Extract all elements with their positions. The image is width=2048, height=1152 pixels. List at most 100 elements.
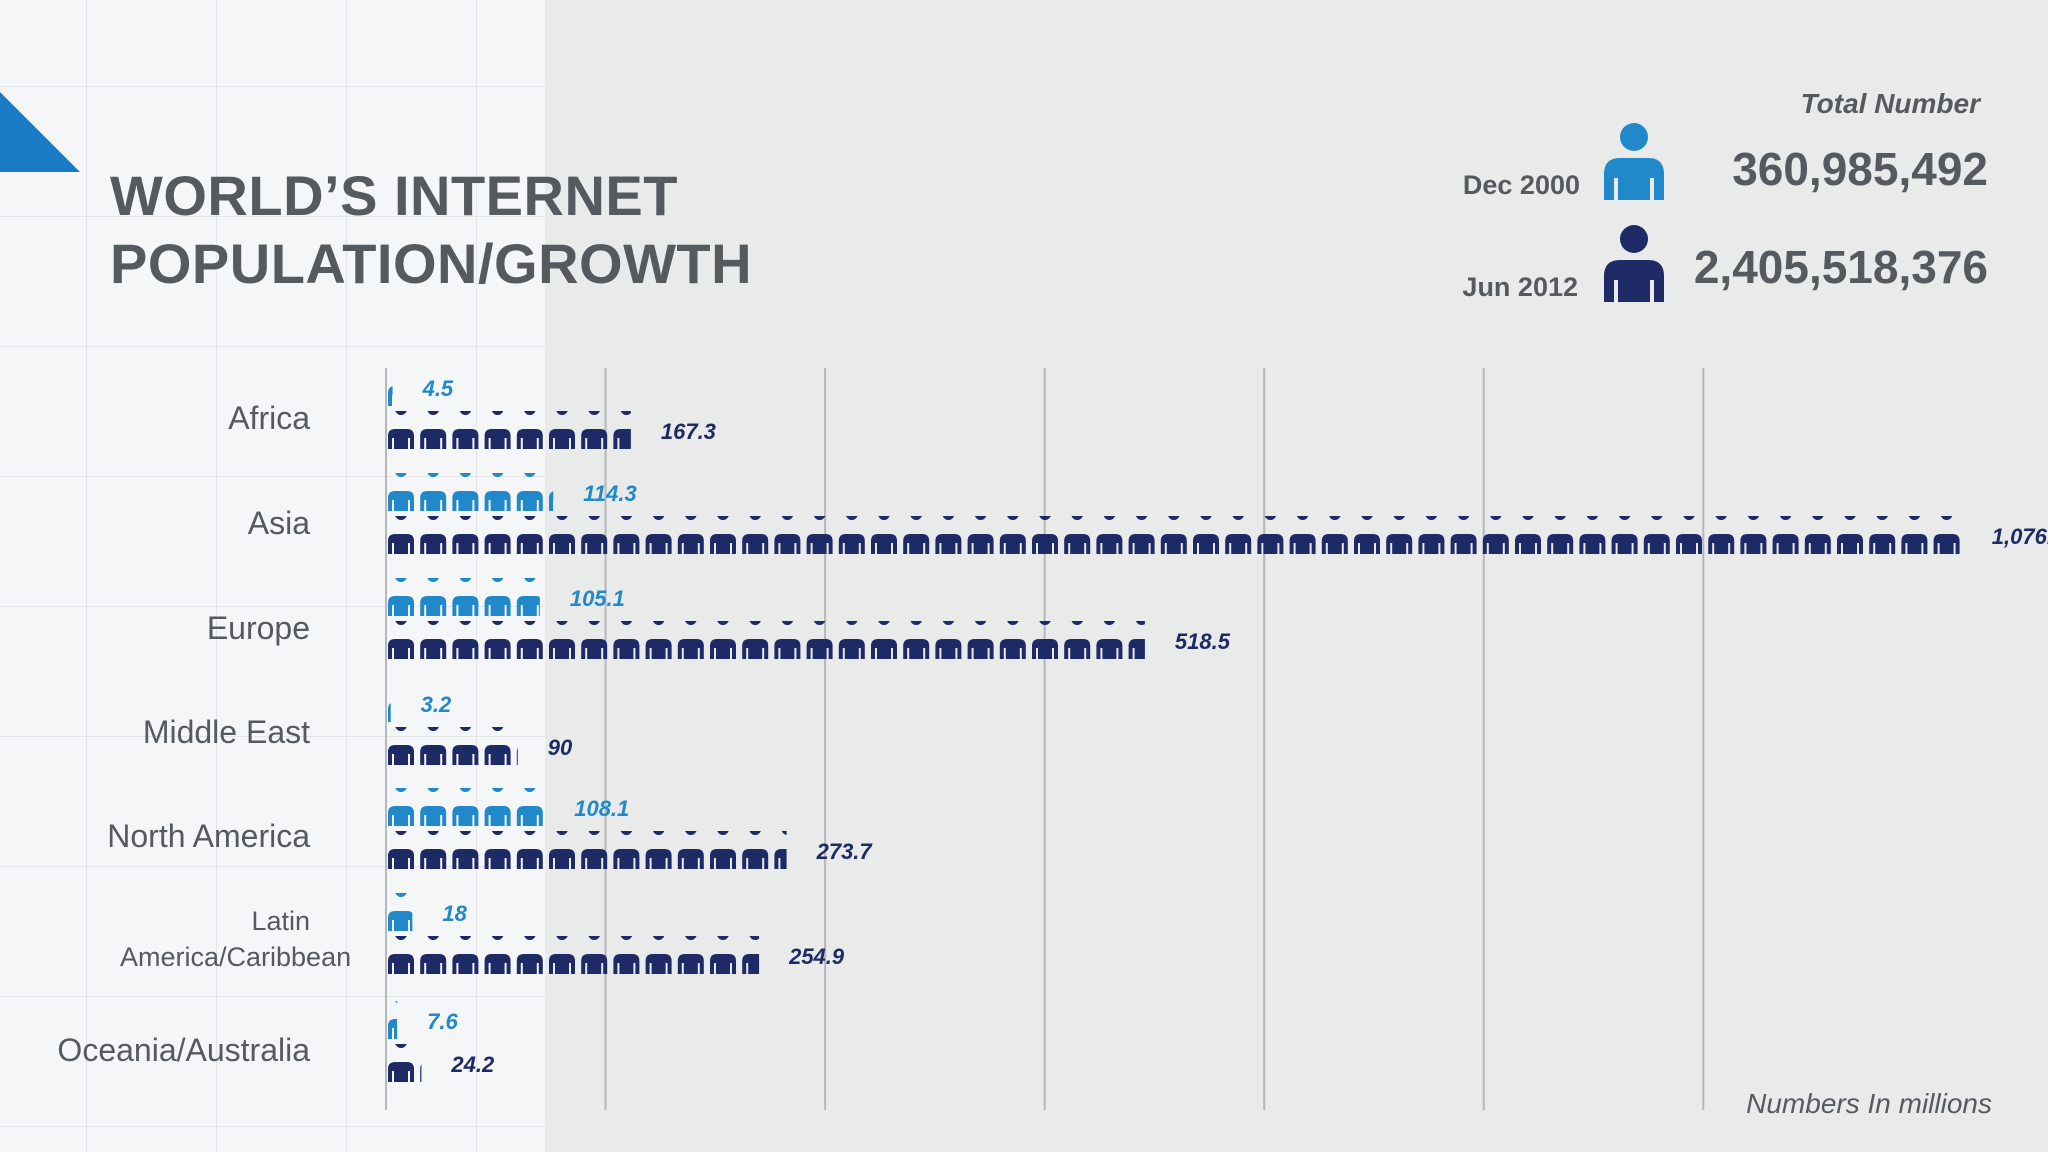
person-icon [903, 516, 930, 554]
value-label: 518.5 [1175, 629, 1231, 654]
person-icon [452, 516, 479, 554]
bar-middle-east-jun-2012 [388, 727, 518, 765]
region-label-north-america: North America [107, 818, 310, 854]
person-icon [935, 516, 962, 554]
person-icon [1901, 516, 1928, 554]
person-icon [549, 411, 575, 449]
person-icon [516, 936, 543, 974]
person-icon [1160, 516, 1187, 554]
person-icon [581, 411, 608, 449]
person-icon [1676, 516, 1702, 554]
legend-total-2000: 360,985,492 [1732, 143, 1988, 195]
bar-europe-dec-2000 [388, 578, 540, 616]
person-icon [581, 936, 608, 974]
person-icon [871, 621, 897, 659]
person-icon [774, 621, 801, 659]
person-icon [1193, 516, 1219, 554]
person-icon [484, 788, 511, 826]
person-icon [806, 621, 833, 659]
bar-asia-jun-2012 [388, 516, 1960, 554]
person-icon [516, 473, 543, 511]
person-icon [1869, 516, 1896, 554]
person-icon [967, 516, 994, 554]
person-icon [516, 831, 543, 869]
person-icon [1064, 621, 1091, 659]
person-icon [1837, 516, 1863, 554]
legend-total-2012: 2,405,518,376 [1693, 241, 1988, 293]
person-icon [420, 936, 447, 974]
person-icon [452, 411, 479, 449]
bar-europe-jun-2012 [388, 621, 1145, 659]
person-icon [935, 621, 962, 659]
person-icon [710, 936, 736, 974]
person-icon [710, 516, 736, 554]
bar-africa-jun-2012 [388, 411, 631, 449]
person-icon [1064, 516, 1091, 554]
person-icon [1354, 516, 1380, 554]
person-icon [774, 831, 787, 869]
person-icon [484, 831, 511, 869]
bar-north-america-dec-2000 [388, 788, 543, 826]
person-icon [452, 831, 479, 869]
person-icon [388, 703, 391, 722]
person-icon [388, 621, 414, 659]
person-icon [420, 516, 447, 554]
bar-oceania-australia-jun-2012 [388, 1044, 422, 1082]
bar-latin-america-caribbean-dec-2000 [388, 893, 413, 931]
value-label: 4.5 [422, 376, 454, 401]
person-icon [1482, 516, 1509, 554]
person-icon [613, 621, 640, 659]
person-icon [549, 936, 575, 974]
person-icon [1128, 621, 1145, 659]
person-icon [1096, 516, 1123, 554]
page-title: WORLD’S INTERNET POPULATION/GROWTH [110, 162, 752, 298]
person-icon [420, 831, 447, 869]
person-icon [838, 621, 865, 659]
person-icon [1257, 516, 1284, 554]
person-icon [838, 516, 865, 554]
person-icon [1708, 516, 1735, 554]
region-label-europe: Europe [206, 610, 310, 646]
person-icon [388, 473, 414, 511]
person-icon [1740, 516, 1767, 554]
person-icon [1450, 516, 1477, 554]
person-icon [613, 516, 640, 554]
person-icon [742, 516, 769, 554]
person-icon [710, 831, 736, 869]
person-icon [1321, 516, 1348, 554]
value-label: 7.6 [427, 1009, 458, 1034]
person-icon [549, 516, 575, 554]
person-icon [388, 516, 414, 554]
person-icon [452, 621, 479, 659]
person-icon [871, 516, 897, 554]
region-label-middle-east: Middle East [142, 714, 310, 750]
person-icon [484, 621, 511, 659]
bar-asia-dec-2000 [388, 473, 554, 511]
person-icon [967, 621, 994, 659]
region-label-africa: Africa [228, 400, 310, 436]
person-icon [516, 747, 518, 765]
person-icon [549, 831, 575, 869]
legend-date-2012: Jun 2012 [1462, 272, 1578, 302]
person-icon [388, 936, 414, 974]
person-icon [1772, 516, 1799, 554]
person-icon [549, 491, 554, 511]
person-icon [999, 516, 1026, 554]
person-icon [452, 578, 479, 616]
person-icon [645, 831, 672, 869]
person-icon [388, 893, 413, 931]
person-icon [388, 411, 414, 449]
person-icon [742, 831, 769, 869]
person-icon [677, 831, 704, 869]
person-icon [516, 411, 543, 449]
person-icon [774, 516, 801, 554]
footnote: Numbers In millions [1746, 1088, 1992, 1119]
person-icon [1386, 516, 1413, 554]
person-icon [420, 411, 447, 449]
person-icon [516, 578, 540, 616]
person-icon [484, 473, 511, 511]
bar-latin-america-caribbean-jun-2012 [388, 936, 760, 974]
title-line-2: POPULATION/GROWTH [110, 232, 753, 295]
